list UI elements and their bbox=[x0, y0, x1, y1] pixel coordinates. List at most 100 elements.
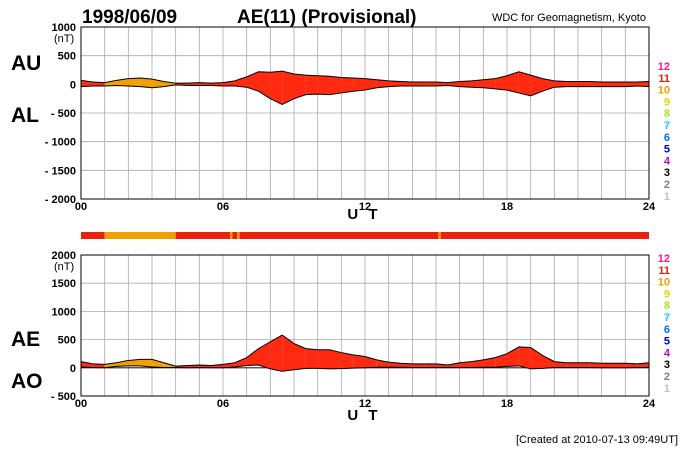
organization-label: WDC for Geomagnetism, Kyoto bbox=[492, 12, 646, 24]
y-tick-label: 500 bbox=[58, 335, 76, 347]
station-legend-item: 10 bbox=[658, 277, 670, 289]
au-al-y-ticks: 1000 500 0 - 500 - 1000 - 1500 - 2000 bbox=[45, 22, 76, 206]
station-legend-item: 2 bbox=[664, 371, 670, 383]
area-segment bbox=[246, 71, 259, 92]
area-segment bbox=[258, 341, 271, 369]
area-segment bbox=[92, 363, 105, 368]
area-segment bbox=[353, 354, 365, 369]
y-tick-label: - 1500 bbox=[45, 165, 76, 177]
y-tick-label: 0 bbox=[70, 363, 76, 375]
area-segment bbox=[317, 349, 330, 369]
y-tick-label: 2000 bbox=[52, 250, 76, 262]
plot-date: 1998/06/09 bbox=[82, 7, 177, 28]
au-label: AU bbox=[11, 52, 41, 75]
area-segment bbox=[305, 348, 318, 369]
area-segment bbox=[566, 362, 578, 368]
y-tick-label: 1000 bbox=[52, 306, 76, 318]
area-segment bbox=[447, 362, 460, 368]
station-bar-segment bbox=[230, 232, 233, 239]
x-tick-label: 00 bbox=[75, 201, 87, 213]
al-label: AL bbox=[11, 104, 39, 127]
area-segment bbox=[542, 355, 555, 369]
area-segment bbox=[424, 82, 436, 87]
area-segment bbox=[459, 361, 472, 368]
station-legend-item: 7 bbox=[664, 312, 670, 324]
area-segment bbox=[589, 81, 602, 87]
area-segment bbox=[459, 80, 472, 88]
area-segment bbox=[554, 80, 567, 88]
station-legend-item: 3 bbox=[664, 359, 670, 371]
area-segment bbox=[329, 76, 342, 95]
station-legend-item: 8 bbox=[664, 108, 670, 120]
series-line-ao bbox=[80, 364, 649, 372]
station-legend-item: 11 bbox=[658, 73, 670, 85]
area-segment bbox=[223, 80, 235, 87]
area-segment bbox=[483, 357, 496, 368]
area-segment bbox=[341, 352, 354, 369]
area-segment bbox=[353, 78, 365, 92]
area-segment bbox=[530, 75, 543, 96]
area-segment bbox=[613, 82, 626, 87]
x-tick-label: 06 bbox=[217, 398, 229, 410]
area-segment bbox=[388, 80, 401, 87]
ae-ao-x-axis-label: U T bbox=[347, 407, 380, 424]
ae-ao-grid bbox=[81, 255, 649, 396]
station-legend-item: 5 bbox=[664, 336, 670, 348]
station-legend-item: 6 bbox=[664, 324, 670, 336]
area-segment bbox=[589, 362, 602, 368]
ae-ao-y-ticks: 2000 1500 1000 500 0 - 500 bbox=[51, 250, 76, 403]
area-segment bbox=[412, 82, 425, 87]
area-segment bbox=[625, 363, 638, 368]
station-legend-item: 3 bbox=[664, 167, 670, 179]
area-segment bbox=[341, 77, 354, 93]
x-tick-label: 00 bbox=[75, 398, 87, 410]
area-segment bbox=[471, 79, 484, 88]
area-segment bbox=[128, 359, 141, 366]
area-segment bbox=[436, 82, 448, 87]
area-segment bbox=[625, 82, 638, 87]
area-segment bbox=[270, 71, 283, 105]
station-legend-item: 11 bbox=[658, 265, 670, 277]
area-segment bbox=[223, 362, 235, 368]
au-al-unit-label: (nT) bbox=[54, 33, 74, 45]
area-segment bbox=[530, 347, 543, 369]
station-legend-item: 8 bbox=[664, 300, 670, 312]
station-bar-segment bbox=[232, 232, 238, 239]
area-segment bbox=[234, 76, 247, 88]
area-segment bbox=[518, 346, 531, 369]
area-segment bbox=[305, 75, 318, 95]
station-legend-item: 4 bbox=[664, 347, 671, 359]
area-segment bbox=[258, 71, 271, 99]
area-segment bbox=[81, 361, 93, 368]
area-segment bbox=[140, 78, 152, 88]
au-al-area bbox=[80, 70, 650, 105]
area-segment bbox=[128, 78, 141, 87]
series-line-al bbox=[80, 84, 650, 105]
y-tick-label: - 1000 bbox=[45, 137, 76, 149]
created-timestamp: [Created at 2010-07-13 09:49UT] bbox=[516, 434, 678, 446]
area-segment bbox=[140, 359, 152, 367]
area-segment bbox=[554, 361, 567, 368]
ae-ao-frame bbox=[80, 254, 650, 397]
series-line-ae bbox=[80, 334, 650, 367]
station-legend-item: 1 bbox=[664, 191, 670, 203]
station-bar-segment bbox=[237, 232, 240, 239]
area-segment bbox=[92, 82, 105, 87]
station-bar-segment bbox=[175, 232, 231, 239]
area-segment bbox=[116, 360, 129, 367]
ae-ao-area bbox=[80, 334, 650, 372]
station-legend-item: 2 bbox=[664, 179, 670, 191]
y-tick-label: - 500 bbox=[51, 391, 76, 403]
station-legend-item: 6 bbox=[664, 132, 670, 144]
area-segment bbox=[294, 74, 306, 99]
ae-ao-unit-label: (nT) bbox=[54, 261, 74, 273]
area-segment bbox=[116, 78, 129, 87]
area-segment bbox=[282, 335, 294, 372]
area-segment bbox=[518, 71, 531, 96]
area-segment bbox=[578, 362, 590, 368]
area-segment bbox=[601, 82, 614, 87]
area-segment bbox=[246, 348, 259, 366]
au-al-x-axis-label: U T bbox=[347, 206, 380, 223]
